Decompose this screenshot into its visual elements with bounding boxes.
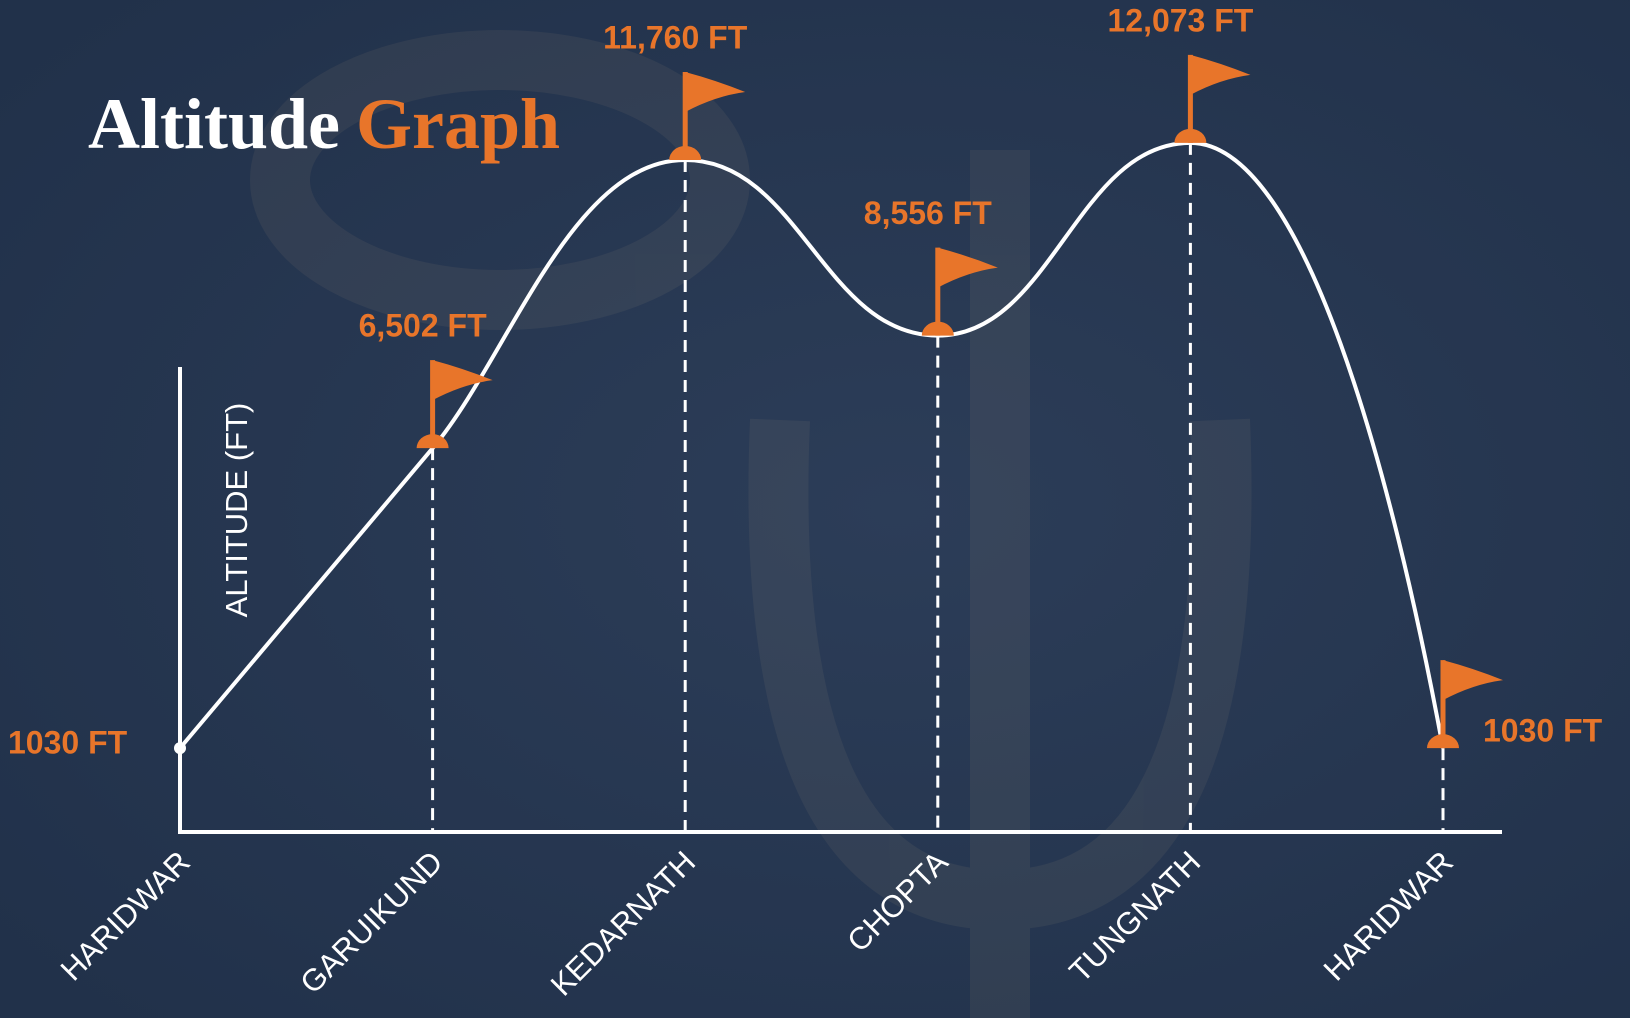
- chart-title: Altitude Graph: [88, 84, 560, 164]
- title-main: Altitude: [88, 84, 340, 164]
- title-accent: Graph: [356, 84, 560, 164]
- flag: [685, 71, 746, 112]
- point: [1427, 734, 1459, 749]
- flag: [1190, 54, 1251, 95]
- value-label: 1030 FT: [1483, 713, 1603, 749]
- decoration: [250, 30, 1252, 1018]
- flag: [937, 247, 998, 288]
- point: [174, 742, 186, 755]
- point: [669, 145, 702, 160]
- altitude-line: [178, 140, 1445, 750]
- value-label: 12,073 FT: [1107, 2, 1253, 38]
- point: [1174, 128, 1207, 143]
- value-label: 11,760 FT: [603, 19, 748, 55]
- flag: [1443, 660, 1503, 701]
- value-label: 6,502 FT: [359, 308, 488, 344]
- point: [416, 434, 449, 449]
- value-label: 1030 FT: [8, 725, 128, 761]
- point: [921, 321, 954, 336]
- value-label: 8,556 FT: [864, 195, 993, 231]
- y-axis-label: ALTITUDE (FT): [219, 403, 254, 618]
- flag: [432, 360, 493, 401]
